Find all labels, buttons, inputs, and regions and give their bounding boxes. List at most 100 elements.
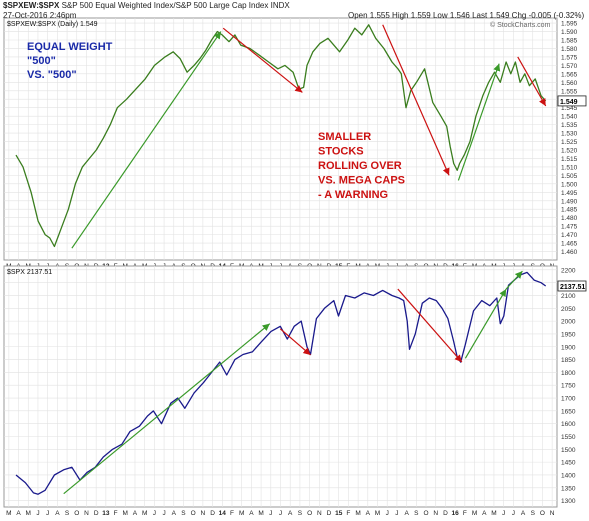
x-tick-label: M [239, 510, 244, 517]
x-tick-label: J [386, 510, 389, 517]
y-tick-label: 1.505 [561, 173, 578, 180]
y-tick-label: 1.555 [561, 88, 578, 95]
y-tick-label: 2050 [561, 306, 576, 313]
y-tick-label: 1.525 [561, 139, 578, 146]
green-trend-arrow [464, 288, 507, 359]
x-tick-label: A [133, 510, 138, 517]
x-tick-label: 14 [219, 510, 227, 517]
y-tick-label: 1.570 [561, 63, 578, 70]
x-tick-label: M [355, 510, 360, 517]
y-tick-label: 1.580 [561, 46, 578, 53]
x-tick-label: J [395, 510, 398, 517]
green-trend-arrow [71, 31, 222, 249]
x-tick-label: M [123, 510, 128, 517]
y-tick-label: 1900 [561, 344, 576, 351]
x-tick-label: 15 [335, 510, 343, 517]
x-tick-label: J [269, 510, 272, 517]
x-tick-label: D [210, 510, 215, 517]
x-tick-label: N [317, 510, 322, 517]
x-tick-label: 13 [102, 510, 110, 517]
x-tick-label: M [491, 510, 496, 517]
exchange-label: INDX [270, 1, 290, 10]
series-legend: $SPXEW:$SPX (Daily) 1.549 [7, 21, 98, 28]
y-tick-label: 1.510 [561, 164, 578, 171]
annotation-warning: VS. MEGA CAPS [318, 175, 405, 187]
x-tick-label: O [423, 510, 428, 517]
annotation-equal-weight: "500" [27, 55, 56, 67]
header-date: 27-Oct-2016 2:46pm [3, 11, 77, 20]
symbol-label: $SPXEW:$SPX [3, 1, 60, 10]
y-tick-label: 1.515 [561, 156, 578, 163]
y-tick-label: 1.565 [561, 71, 578, 78]
x-tick-label: O [74, 510, 79, 517]
y-tick-label: 1.595 [561, 21, 578, 28]
last-value-box [557, 95, 587, 107]
x-tick-label: F [230, 510, 234, 517]
y-tick-label: 1.475 [561, 224, 578, 231]
annotation-warning: - A WARNING [318, 189, 388, 201]
x-tick-label: N [433, 510, 438, 517]
annotation-equal-weight: VS. "500" [27, 69, 77, 81]
x-tick-label: J [279, 510, 282, 517]
header-quote: Open 1.555 High 1.559 Low 1.546 Last 1.5… [348, 11, 585, 20]
x-tick-label: S [298, 510, 303, 517]
x-tick-label: N [84, 510, 89, 517]
y-tick-label: 1.480 [561, 215, 578, 222]
y-tick-label: 2000 [561, 319, 576, 326]
x-tick-label: J [36, 510, 39, 517]
x-tick-label: F [114, 510, 118, 517]
x-tick-label: N [201, 510, 206, 517]
y-tick-label: 1350 [561, 485, 576, 492]
x-tick-label: D [443, 510, 448, 517]
y-tick-label: 1950 [561, 331, 576, 338]
header-title-row: $SPXEW:$SPX S&P 500 Equal Weighted Index… [3, 1, 290, 10]
y-tick-label: 1.560 [561, 80, 578, 87]
y-tick-label: 1500 [561, 447, 576, 454]
x-tick-label: A [172, 510, 177, 517]
x-tick-label: A [288, 510, 293, 517]
x-tick-label: S [414, 510, 419, 517]
x-tick-label: A [404, 510, 409, 517]
x-tick-label: O [540, 510, 545, 517]
x-tick-label: M [26, 510, 31, 517]
y-tick-label: 2200 [561, 267, 576, 274]
x-tick-label: J [502, 510, 505, 517]
y-tick-label: 1550 [561, 434, 576, 441]
x-tick-label: J [512, 510, 515, 517]
green-trend-arrow [505, 270, 523, 290]
y-tick-label: 1.530 [561, 131, 578, 138]
y-tick-label: 1400 [561, 472, 576, 479]
y-tick-label: 1.495 [561, 190, 578, 197]
y-tick-label: 1650 [561, 408, 576, 415]
x-tick-label: M [6, 510, 11, 517]
x-tick-label: 16 [452, 510, 460, 517]
last-value-label: 2137.51 [560, 284, 585, 291]
y-tick-label: 1450 [561, 460, 576, 467]
x-tick-label: S [531, 510, 536, 517]
red-trend-arrow [279, 328, 311, 356]
y-tick-label: 1.460 [561, 249, 578, 256]
x-tick-label: O [307, 510, 312, 517]
y-tick-label: 1.465 [561, 241, 578, 248]
x-tick-label: S [181, 510, 186, 517]
y-tick-label: 1.545 [561, 105, 578, 112]
x-tick-label: M [472, 510, 477, 517]
x-tick-label: M [258, 510, 263, 517]
y-tick-label: 1.535 [561, 122, 578, 129]
x-tick-label: J [46, 510, 49, 517]
y-tick-label: 1.590 [561, 29, 578, 36]
red-trend-arrow [222, 27, 303, 93]
x-tick-label: M [375, 510, 380, 517]
y-tick-label: 1.540 [561, 114, 578, 121]
series-legend: $SPX 2137.51 [7, 269, 52, 276]
annotation-warning: STOCKS [318, 146, 364, 158]
y-tick-label: 1800 [561, 370, 576, 377]
x-tick-label: D [327, 510, 332, 517]
x-tick-label: A [482, 510, 487, 517]
watermark: © StockCharts.com [490, 22, 551, 29]
y-tick-label: 2100 [561, 293, 576, 300]
annotation-warning: SMALLER [318, 131, 371, 143]
y-tick-label: 1.585 [561, 38, 578, 45]
description-label: S&P 500 Equal Weighted Index/S&P 500 Lar… [61, 1, 269, 10]
